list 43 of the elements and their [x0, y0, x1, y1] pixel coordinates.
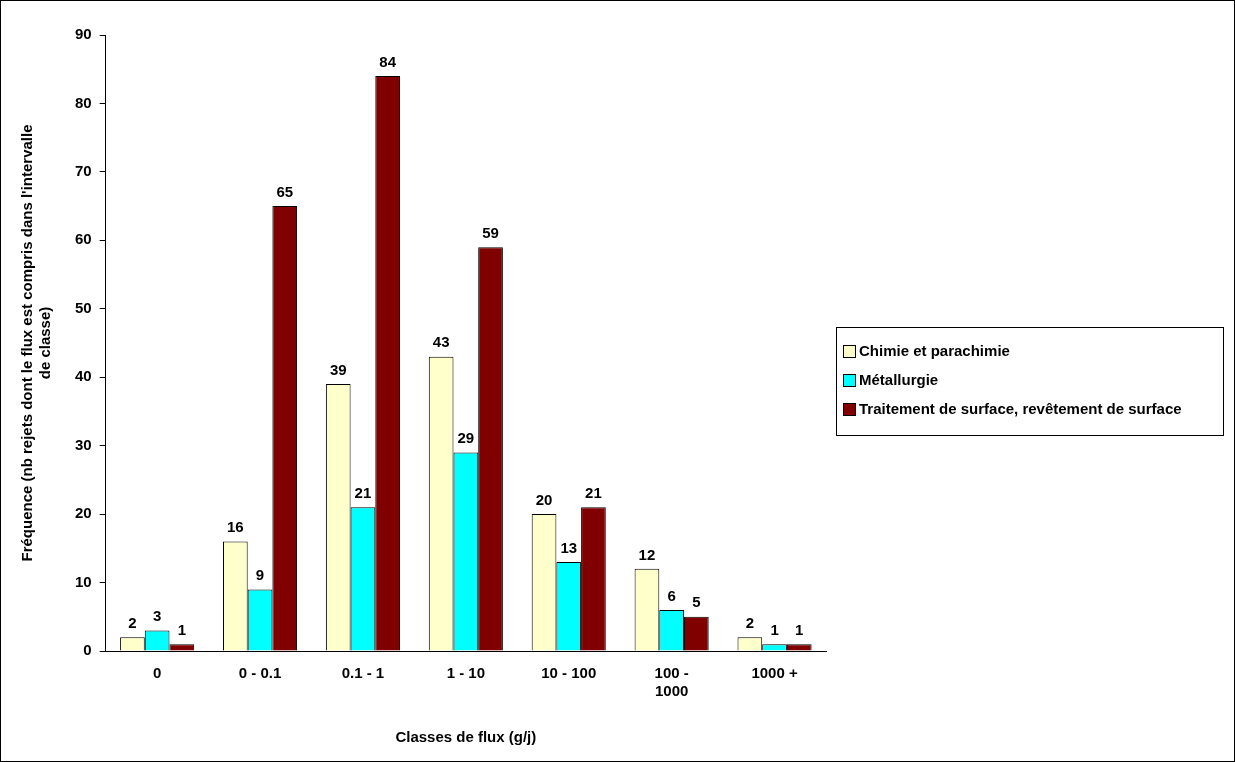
data-label: 29	[457, 429, 475, 447]
data-label: 1	[795, 620, 804, 638]
x-tick-label: 100 - 1000	[654, 664, 689, 700]
data-label: 1	[177, 620, 186, 638]
x-tick-label: 1000 +	[751, 664, 798, 682]
y-tick-label: 40	[75, 367, 92, 385]
data-label: 21	[585, 483, 602, 501]
x-tick-label: 1 - 10	[446, 664, 486, 682]
y-tick-label: 20	[75, 504, 92, 522]
y-tick-label: 90	[75, 25, 92, 43]
data-label: 6	[667, 586, 676, 604]
x-tick-label: 10 - 100	[541, 664, 597, 682]
data-label: 3	[152, 607, 162, 625]
legend-label: Chimie et parachimie	[859, 341, 1010, 359]
data-label: 20	[535, 490, 553, 508]
data-label: 5	[692, 593, 701, 611]
y-tick-label: 70	[75, 162, 92, 180]
data-label: 2	[128, 613, 137, 631]
legend-label: Traitement de surface, revêtement de surface	[859, 399, 1182, 417]
data-label: 12	[638, 545, 656, 563]
data-label: 16	[227, 518, 244, 536]
y-tick-label: 80	[75, 93, 92, 111]
y-axis-title: Fréquence (nb rejets dont le flux est compris dans l'intervalle de classe)	[18, 124, 54, 562]
x-tick-label: 0.1 - 1	[341, 664, 385, 682]
data-label: 2	[745, 613, 755, 631]
data-label: 59	[482, 223, 499, 241]
data-label: 21	[354, 483, 372, 501]
data-label: 13	[560, 538, 578, 556]
x-tick-label: 0	[152, 664, 162, 682]
data-label: 9	[255, 566, 265, 584]
y-tick-label: 0	[83, 641, 92, 659]
y-tick-label: 60	[75, 230, 92, 248]
y-tick-label: 50	[75, 298, 92, 316]
data-label: 43	[432, 333, 450, 351]
x-axis-title: Classes de flux (g/j)	[395, 728, 537, 746]
y-tick-label: 30	[75, 435, 92, 453]
data-label: 1	[770, 620, 779, 638]
data-label: 84	[379, 52, 397, 70]
data-label: 39	[329, 360, 347, 378]
y-tick-label: 10	[75, 572, 92, 590]
legend-label: Métallurgie	[859, 370, 939, 388]
data-label: 65	[276, 182, 294, 200]
x-tick-label: 0 - 0.1	[238, 664, 282, 682]
